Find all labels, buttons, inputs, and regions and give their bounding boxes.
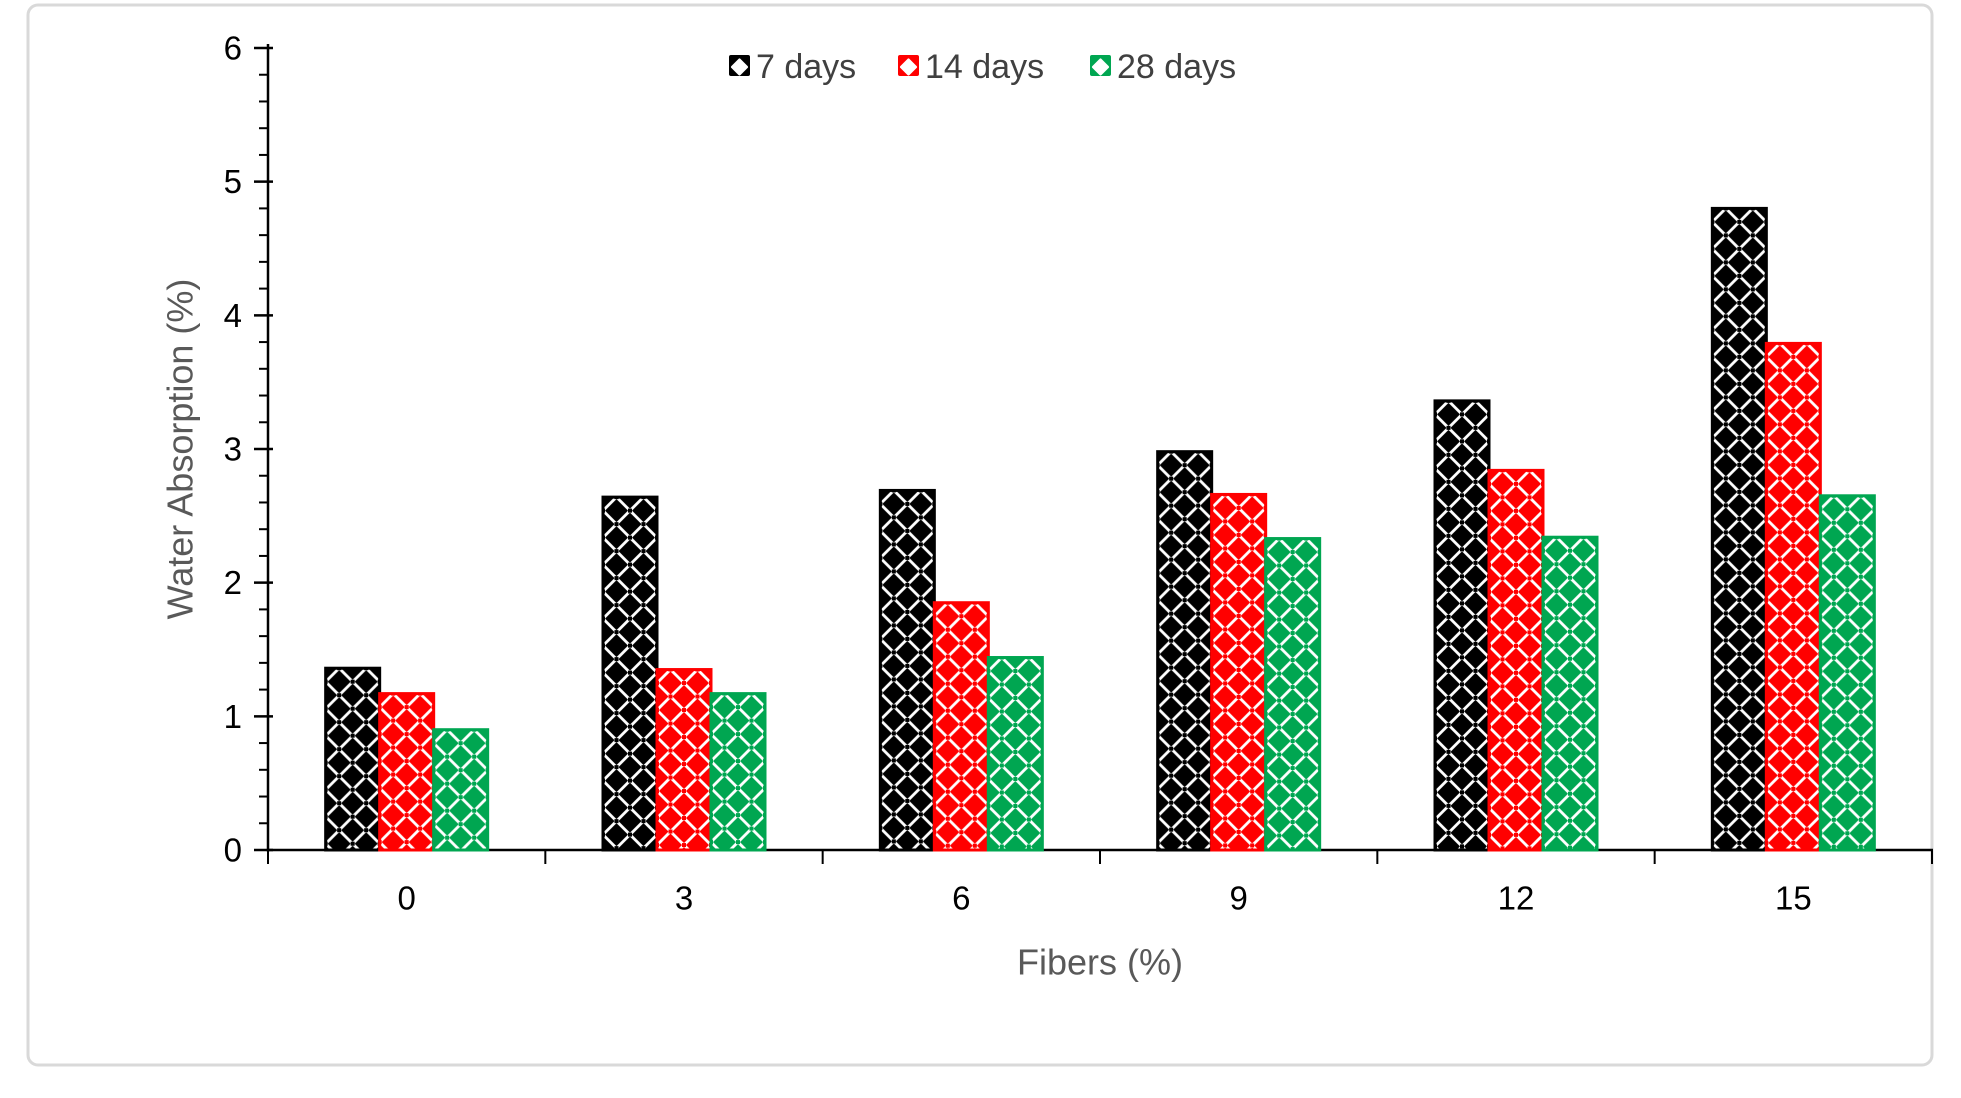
bar-28days-cat0 (432, 728, 490, 852)
bars (324, 206, 1876, 852)
bar-28days-cat15 (1818, 494, 1876, 852)
bar-7days-cat9 (1156, 450, 1214, 852)
bar-14days-cat3 (655, 668, 713, 852)
x-tick-label: 15 (1775, 880, 1812, 917)
y-tick-label: 0 (224, 832, 242, 869)
x-tick-label: 3 (675, 880, 693, 917)
chart-frame-border (26, 3, 1934, 1067)
legend-label: 28 days (1117, 48, 1236, 86)
x-tick-label: 9 (1229, 880, 1247, 917)
bar-14days-cat6 (932, 601, 990, 852)
y-axis: 0 1 2 3 4 5 6 (224, 30, 273, 869)
bar-7days-cat6 (878, 488, 936, 852)
bar-7days-cat12 (1433, 399, 1491, 852)
x-tick-label: 6 (952, 880, 970, 917)
x-tick-label: 0 (397, 880, 415, 917)
legend: 7 days 14 days 28 days (729, 48, 1236, 86)
bar-14days-cat12 (1487, 468, 1545, 852)
x-tick-label: 12 (1498, 880, 1535, 917)
legend-label: 14 days (925, 48, 1044, 86)
y-tick-label: 5 (224, 163, 242, 200)
bar-14days-cat0 (378, 692, 436, 852)
y-axis-title: Water Absorption (%) (160, 279, 201, 620)
bar-7days-cat15 (1710, 206, 1768, 852)
bar-28days-cat3 (709, 692, 767, 852)
y-tick-label: 1 (224, 698, 242, 735)
y-tick-label: 3 (224, 431, 242, 468)
x-axis: 0 3 6 9 12 15 (266, 848, 1933, 917)
legend-label: 7 days (756, 48, 856, 86)
legend-item-14days[interactable]: 14 days (898, 48, 1044, 86)
bar-7days-cat0 (324, 666, 382, 852)
bar-14days-cat9 (1210, 492, 1268, 852)
legend-marker-pattern (900, 58, 917, 76)
legend-marker-pattern (1092, 58, 1109, 76)
bar-28days-cat6 (986, 656, 1044, 852)
x-axis-title: Fibers (%) (1017, 942, 1183, 983)
y-tick-label: 4 (224, 297, 242, 334)
bar-28days-cat12 (1541, 535, 1599, 852)
legend-item-7days[interactable]: 7 days (729, 48, 856, 86)
legend-item-28days[interactable]: 28 days (1090, 48, 1236, 86)
bar-28days-cat9 (1264, 537, 1322, 852)
bar-7days-cat3 (601, 495, 659, 852)
y-tick-label: 6 (224, 30, 242, 67)
y-tick-label: 2 (224, 564, 242, 601)
bar-14days-cat15 (1764, 341, 1822, 852)
legend-marker-pattern (731, 58, 748, 76)
